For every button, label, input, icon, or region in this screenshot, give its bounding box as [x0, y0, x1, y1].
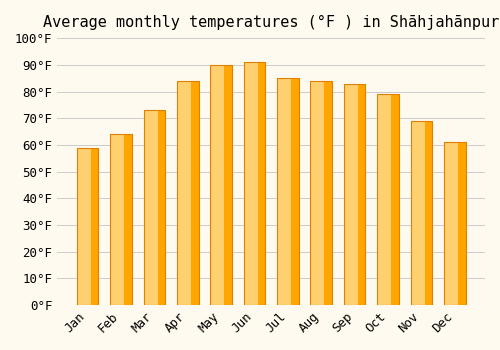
Bar — [310, 81, 332, 305]
Bar — [345, 84, 358, 305]
Bar — [112, 134, 124, 305]
Title: Average monthly temperatures (°F ) in Shāhjahānpur: Average monthly temperatures (°F ) in Sh… — [43, 15, 500, 30]
Bar — [445, 142, 458, 305]
Bar — [144, 110, 165, 305]
Bar — [410, 121, 432, 305]
Bar — [377, 94, 399, 305]
Bar — [77, 148, 98, 305]
Bar — [178, 81, 191, 305]
Bar — [110, 134, 132, 305]
Bar — [278, 78, 291, 305]
Bar — [277, 78, 298, 305]
Bar — [144, 110, 165, 305]
Bar — [244, 62, 258, 305]
Bar — [444, 142, 466, 305]
Bar — [312, 81, 324, 305]
Bar — [377, 94, 399, 305]
Bar — [210, 65, 232, 305]
Bar — [244, 62, 266, 305]
Bar — [78, 148, 91, 305]
Bar — [177, 81, 199, 305]
Bar — [410, 121, 432, 305]
Bar — [344, 84, 366, 305]
Bar — [310, 81, 332, 305]
Bar — [412, 121, 424, 305]
Bar — [177, 81, 199, 305]
Bar — [210, 65, 232, 305]
Bar — [77, 148, 98, 305]
Bar — [110, 134, 132, 305]
Bar — [277, 78, 298, 305]
Bar — [144, 110, 158, 305]
Bar — [212, 65, 224, 305]
Bar — [244, 62, 266, 305]
Bar — [344, 84, 366, 305]
Bar — [444, 142, 466, 305]
Bar — [378, 94, 391, 305]
